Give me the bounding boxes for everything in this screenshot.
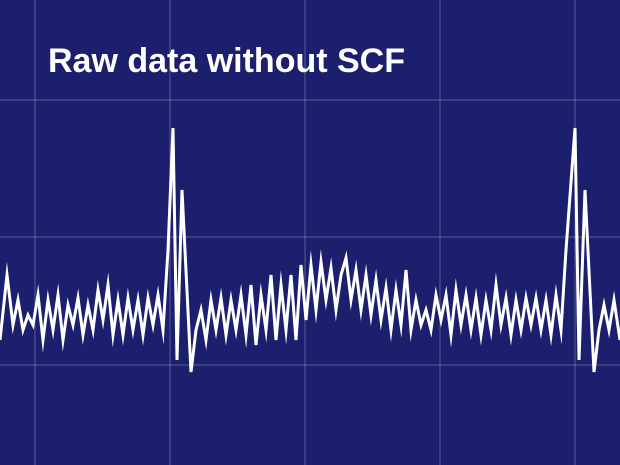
chart-title: Raw data without SCF	[48, 42, 405, 80]
signal-line	[0, 127, 620, 373]
